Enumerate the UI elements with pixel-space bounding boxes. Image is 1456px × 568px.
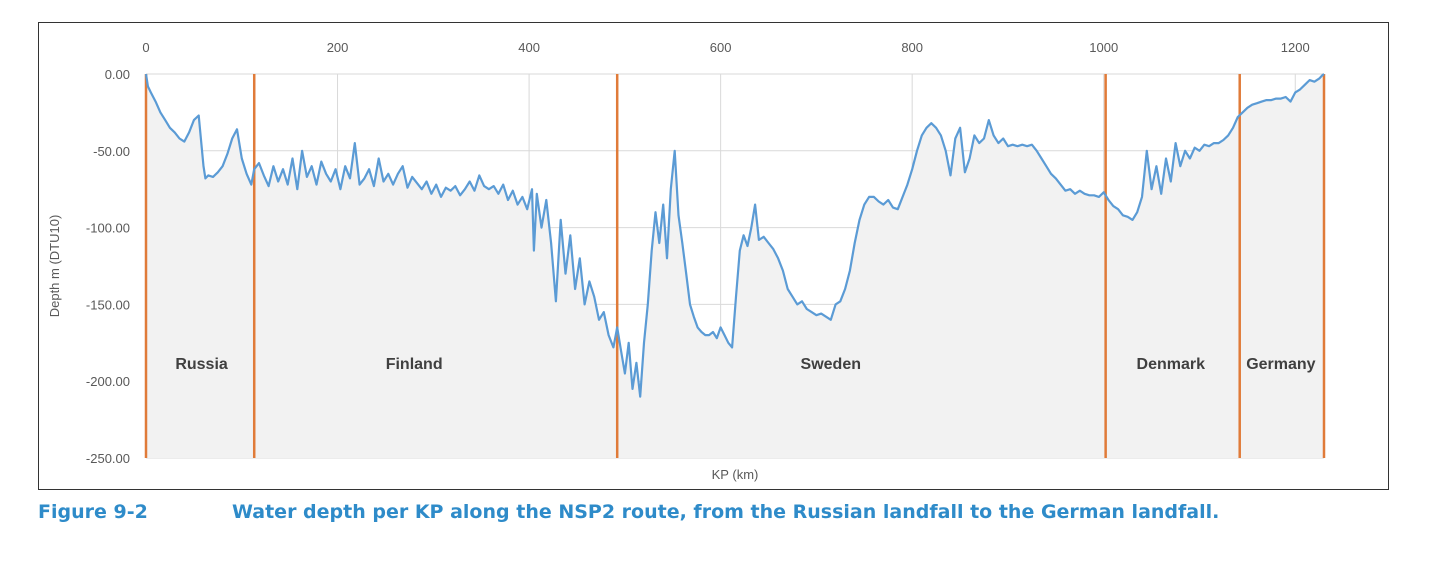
depth-area-fill <box>146 74 1324 458</box>
y-axis-label: Depth m (DTU10) <box>47 215 62 318</box>
y-tick-label: -250.00 <box>86 451 130 466</box>
line-layer <box>144 73 1325 398</box>
y-tick-label: -200.00 <box>86 374 130 389</box>
region-label: Germany <box>1246 356 1315 373</box>
caption-number: Figure 9-2 <box>38 501 148 523</box>
x-tick-label: 1200 <box>1281 40 1310 55</box>
region-label: Russia <box>175 356 228 373</box>
region-label: Sweden <box>801 356 861 373</box>
area-layer <box>146 74 1324 458</box>
depth-line <box>144 73 1325 398</box>
x-tick-label: 0 <box>142 40 149 55</box>
chart-frame: 0 200 400 600 800 1000 1200 0.00 -50.00 -100.00 -… <box>38 22 1389 490</box>
x-tick-label: 1000 <box>1089 40 1118 55</box>
y-tick-label: 0.00 <box>105 67 130 82</box>
x-tick-label: 600 <box>710 40 732 55</box>
region-label: Finland <box>386 356 443 373</box>
x-tick-labels: 0 200 400 600 800 1000 1200 <box>142 40 1309 55</box>
boundary-layer <box>144 74 1326 458</box>
region-labels: Russia Finland Sweden Denmark Germany <box>175 356 1315 373</box>
depth-profile-chart: 0 200 400 600 800 1000 1200 0.00 -50.00 -100.00 -… <box>47 40 1326 482</box>
y-tick-label: -50.00 <box>93 144 130 159</box>
x-tick-label: 200 <box>327 40 349 55</box>
y-tick-label: -100.00 <box>86 221 130 236</box>
y-tick-label: -150.00 <box>86 297 130 312</box>
x-tick-label: 400 <box>518 40 540 55</box>
x-axis-label: KP (km) <box>712 467 759 482</box>
x-tick-label: 800 <box>901 40 923 55</box>
y-tick-labels: 0.00 -50.00 -100.00 -150.00 -200.00 -250.00 <box>86 67 130 466</box>
caption-text: Water depth per KP along the NSP2 route,… <box>232 501 1220 523</box>
region-label: Denmark <box>1137 356 1206 373</box>
